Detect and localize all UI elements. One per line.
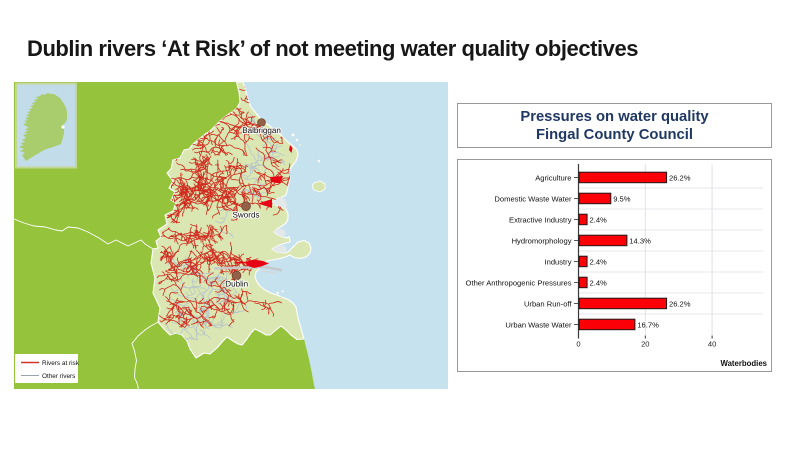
svg-text:20: 20 <box>641 340 649 349</box>
svg-text:Urban Waste Water: Urban Waste Water <box>505 320 572 329</box>
svg-text:Swords: Swords <box>233 211 260 220</box>
svg-text:Waterbodies: Waterbodies <box>721 359 768 368</box>
svg-text:Industry: Industry <box>544 257 571 266</box>
svg-text:Swords: Swords <box>233 211 260 220</box>
svg-text:Rivers at risk: Rivers at risk <box>42 360 80 367</box>
svg-text:Other Anthropogenic Pressures: Other Anthropogenic Pressures <box>466 278 572 287</box>
svg-text:2.4%: 2.4% <box>590 257 608 266</box>
svg-text:26.2%: 26.2% <box>669 173 691 182</box>
svg-text:2.4%: 2.4% <box>590 278 608 287</box>
svg-text:Other rivers: Other rivers <box>42 373 75 380</box>
svg-text:40: 40 <box>708 340 716 349</box>
svg-text:9.5%: 9.5% <box>613 194 631 203</box>
svg-text:Dublin: Dublin <box>225 280 248 289</box>
svg-text:0: 0 <box>576 340 580 349</box>
svg-text:14.3%: 14.3% <box>629 236 651 245</box>
svg-text:Extractive Industry: Extractive Industry <box>509 215 572 224</box>
svg-text:Domestic Waste Water: Domestic Waste Water <box>494 194 572 203</box>
svg-text:Urban Run-off: Urban Run-off <box>524 299 572 308</box>
svg-text:2.4%: 2.4% <box>590 215 608 224</box>
svg-text:16.7%: 16.7% <box>637 320 659 329</box>
svg-text:26.2%: 26.2% <box>669 299 691 308</box>
svg-text:Balbriggan: Balbriggan <box>242 126 281 135</box>
svg-text:Balbriggan: Balbriggan <box>242 126 281 135</box>
svg-text:Agriculture: Agriculture <box>535 173 571 182</box>
svg-text:Dublin: Dublin <box>225 280 248 289</box>
svg-text:Hydromorphology: Hydromorphology <box>512 236 572 245</box>
